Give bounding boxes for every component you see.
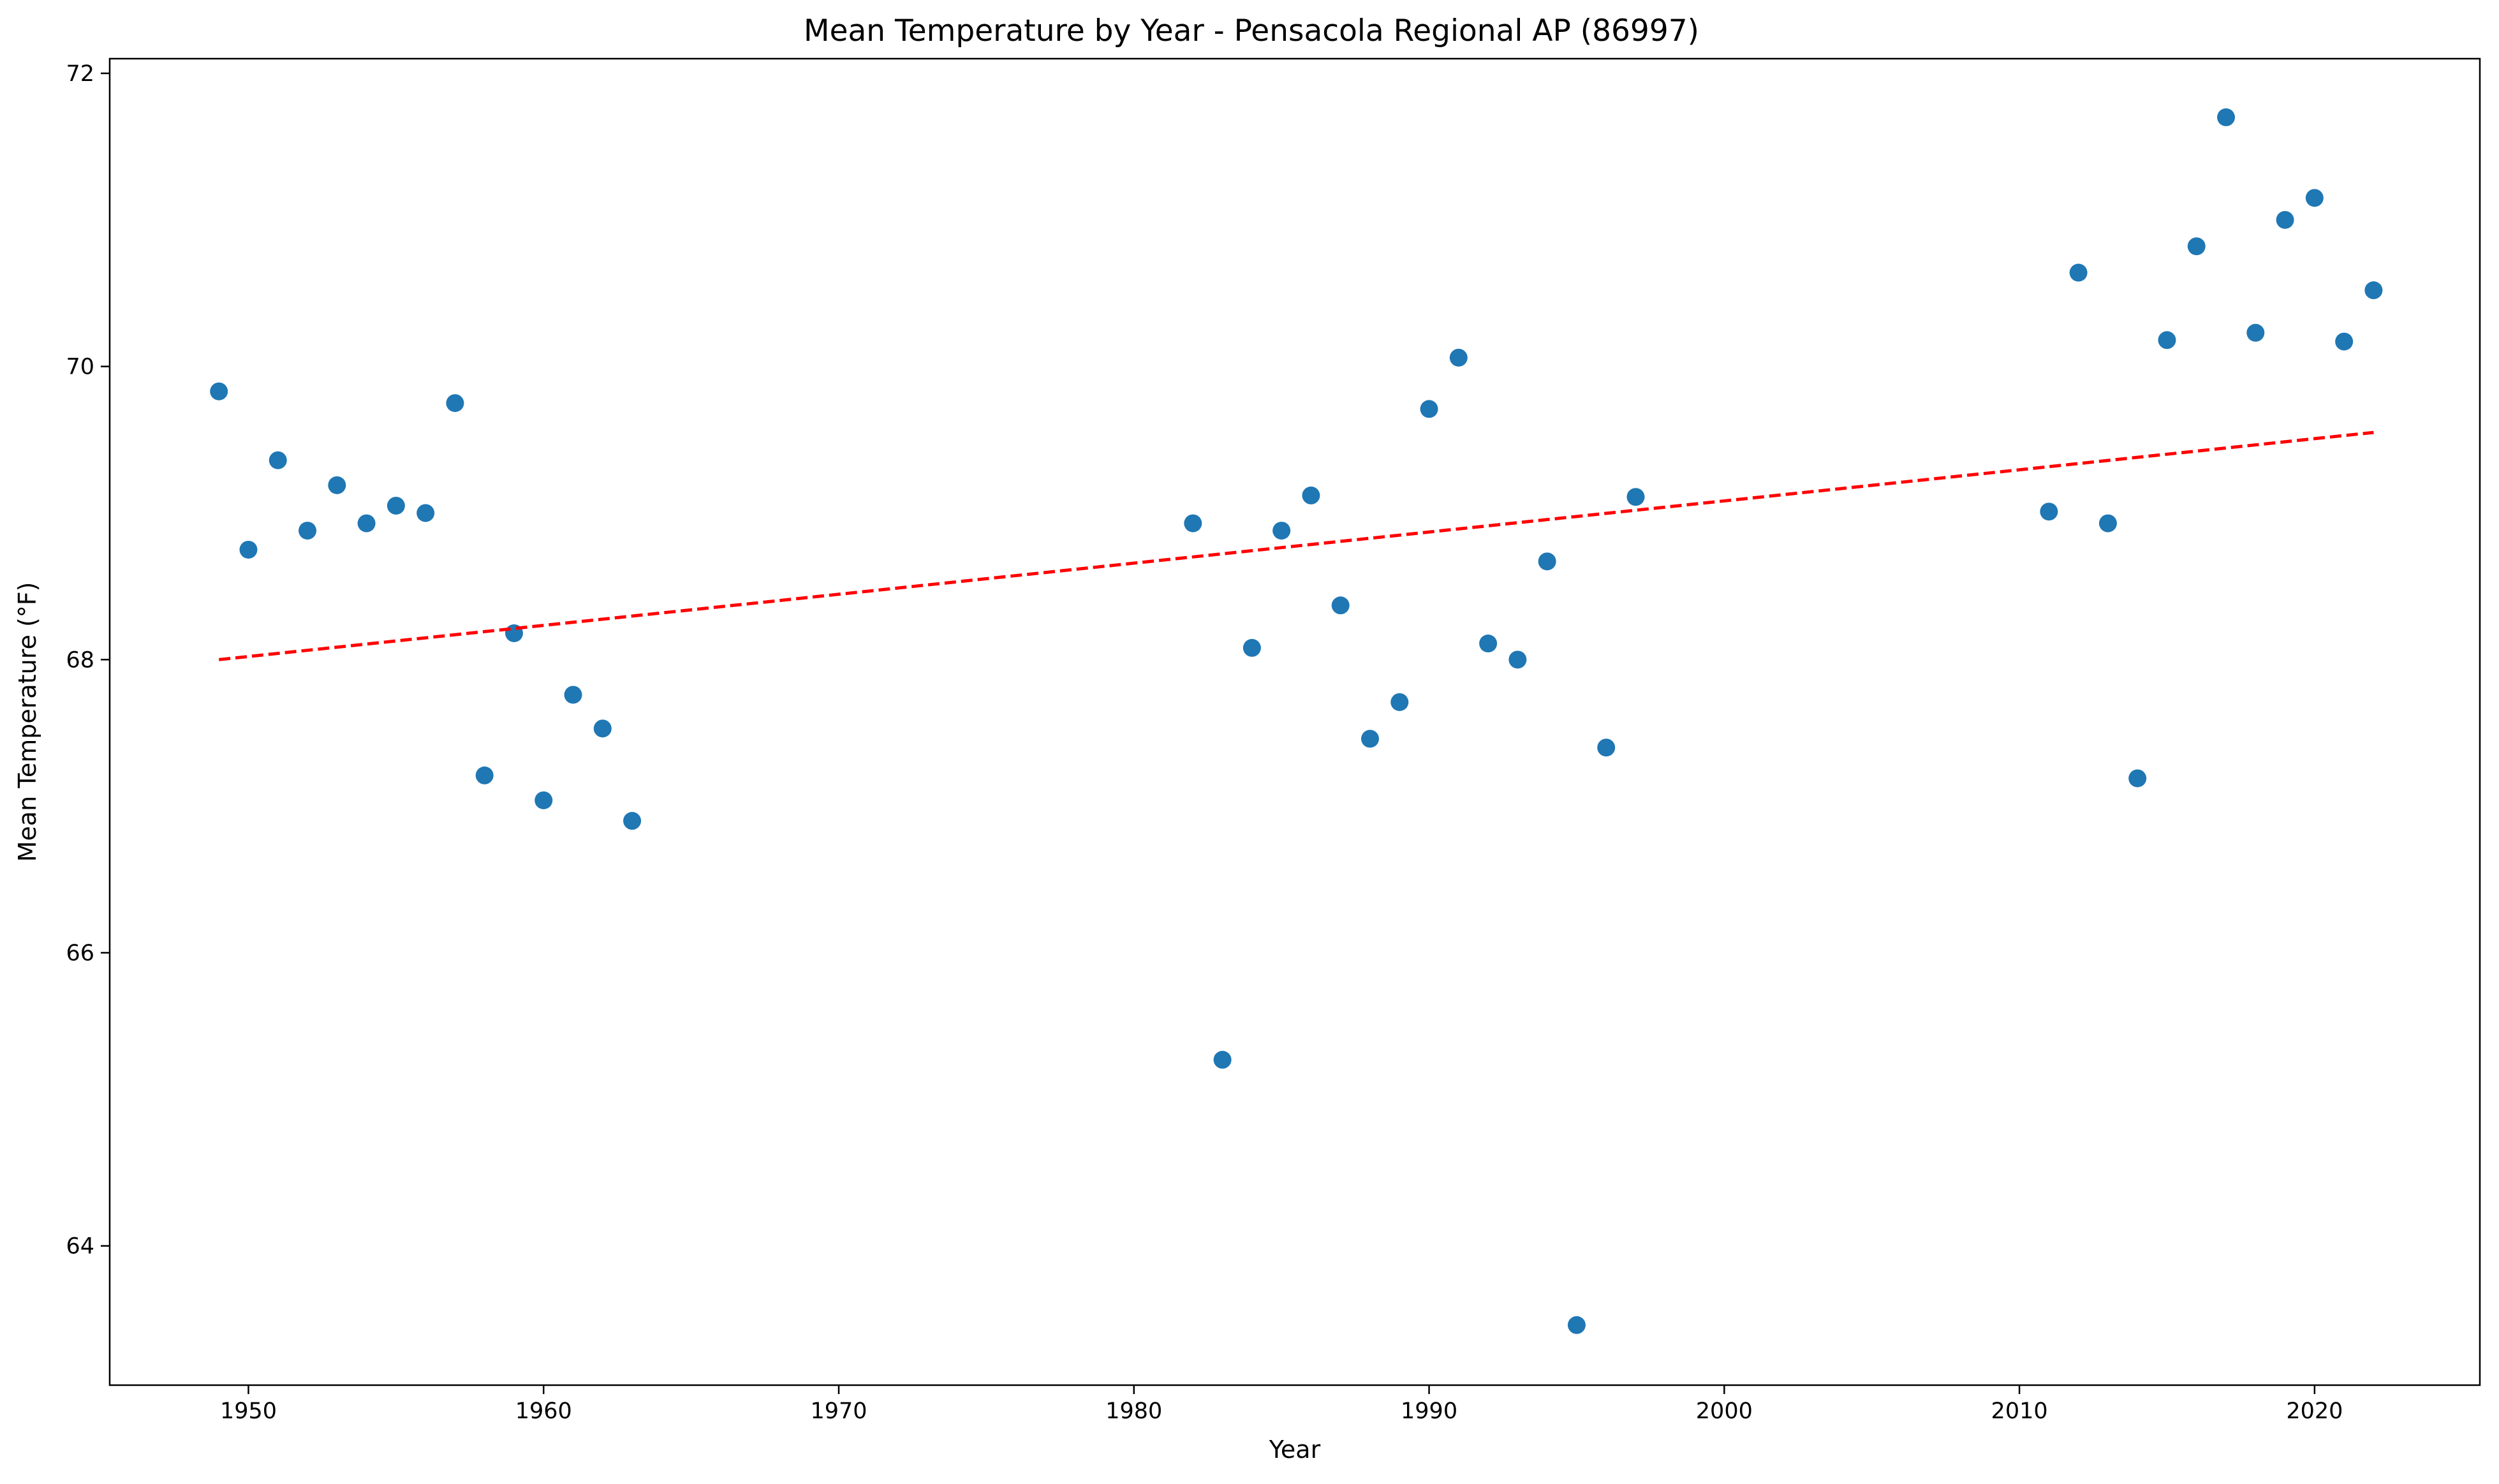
scatter-point bbox=[2305, 189, 2324, 207]
scatter-point bbox=[1242, 638, 1261, 657]
x-tick-label: 2000 bbox=[1696, 1399, 1753, 1424]
scatter-point bbox=[2098, 514, 2117, 533]
x-tick-label: 1970 bbox=[810, 1399, 867, 1424]
scatter-point bbox=[1626, 488, 1645, 506]
scatter-point bbox=[357, 514, 376, 533]
scatter-point bbox=[2276, 210, 2294, 229]
x-tick-label: 1960 bbox=[515, 1399, 572, 1424]
scatter-point bbox=[239, 540, 258, 559]
scatter-point bbox=[269, 451, 287, 469]
scatter-point bbox=[1567, 1316, 1586, 1334]
x-tick-label: 2020 bbox=[2286, 1399, 2343, 1424]
scatter-point bbox=[1538, 552, 1556, 571]
scatter-point bbox=[210, 382, 228, 400]
x-tick-label: 1980 bbox=[1105, 1399, 1162, 1424]
scatter-point bbox=[328, 476, 346, 494]
scatter-point bbox=[446, 394, 464, 413]
x-tick-label: 1950 bbox=[220, 1399, 277, 1424]
scatter-point bbox=[2158, 331, 2176, 349]
scatter-point bbox=[2187, 237, 2206, 256]
scatter-point bbox=[416, 504, 435, 522]
scatter-point bbox=[623, 812, 642, 830]
scatter-point bbox=[1597, 738, 1616, 757]
scatter-point bbox=[1302, 486, 1320, 504]
scatter-point bbox=[1272, 522, 1291, 540]
x-tick-label: 1990 bbox=[1401, 1399, 1457, 1424]
scatter-point bbox=[2128, 769, 2147, 788]
y-axis-ticks: 64 66 68 70 72 bbox=[66, 61, 110, 1260]
scatter-point bbox=[1449, 348, 1468, 367]
y-tick-label: 64 bbox=[66, 1234, 94, 1260]
scatter-point bbox=[1213, 1050, 1232, 1069]
y-tick-label: 72 bbox=[66, 61, 94, 87]
x-axis-ticks: 1950 1960 1970 1980 1990 2000 2010 2020 bbox=[220, 1385, 2343, 1424]
scatter-point bbox=[1420, 400, 1438, 418]
y-axis-label: Mean Temperature (°F) bbox=[13, 582, 41, 862]
x-axis-label: Year bbox=[1269, 1436, 1321, 1464]
scatter-point bbox=[1184, 514, 1202, 533]
y-tick-label: 68 bbox=[66, 647, 94, 673]
scatter-point bbox=[1390, 693, 1409, 711]
scatter-point bbox=[2069, 263, 2088, 282]
scatter-point bbox=[2040, 503, 2058, 521]
trend-line bbox=[218, 430, 2374, 661]
scatter-point bbox=[475, 766, 494, 784]
scatter-point bbox=[1331, 596, 1350, 615]
scatter-point bbox=[534, 791, 553, 809]
scatter-point bbox=[593, 719, 612, 738]
chart-title: Mean Temperature by Year - Pensacola Reg… bbox=[804, 13, 1699, 48]
scatter-point bbox=[1361, 730, 1380, 748]
scatter-point bbox=[564, 686, 582, 704]
scatter-point bbox=[1479, 635, 1498, 653]
scatter-point bbox=[2364, 281, 2383, 300]
x-tick-label: 2010 bbox=[1991, 1399, 2048, 1424]
scatter-point bbox=[2246, 323, 2265, 342]
scatter-point bbox=[1508, 650, 1527, 669]
y-tick-label: 66 bbox=[66, 941, 94, 966]
scatter-point bbox=[2217, 108, 2236, 126]
plot-marks bbox=[210, 108, 2383, 1334]
plot-frame bbox=[108, 57, 2481, 1386]
scatter-point bbox=[2335, 332, 2354, 351]
y-tick-label: 70 bbox=[66, 355, 94, 380]
scatter-point bbox=[299, 522, 317, 540]
scatter-point bbox=[387, 496, 405, 515]
